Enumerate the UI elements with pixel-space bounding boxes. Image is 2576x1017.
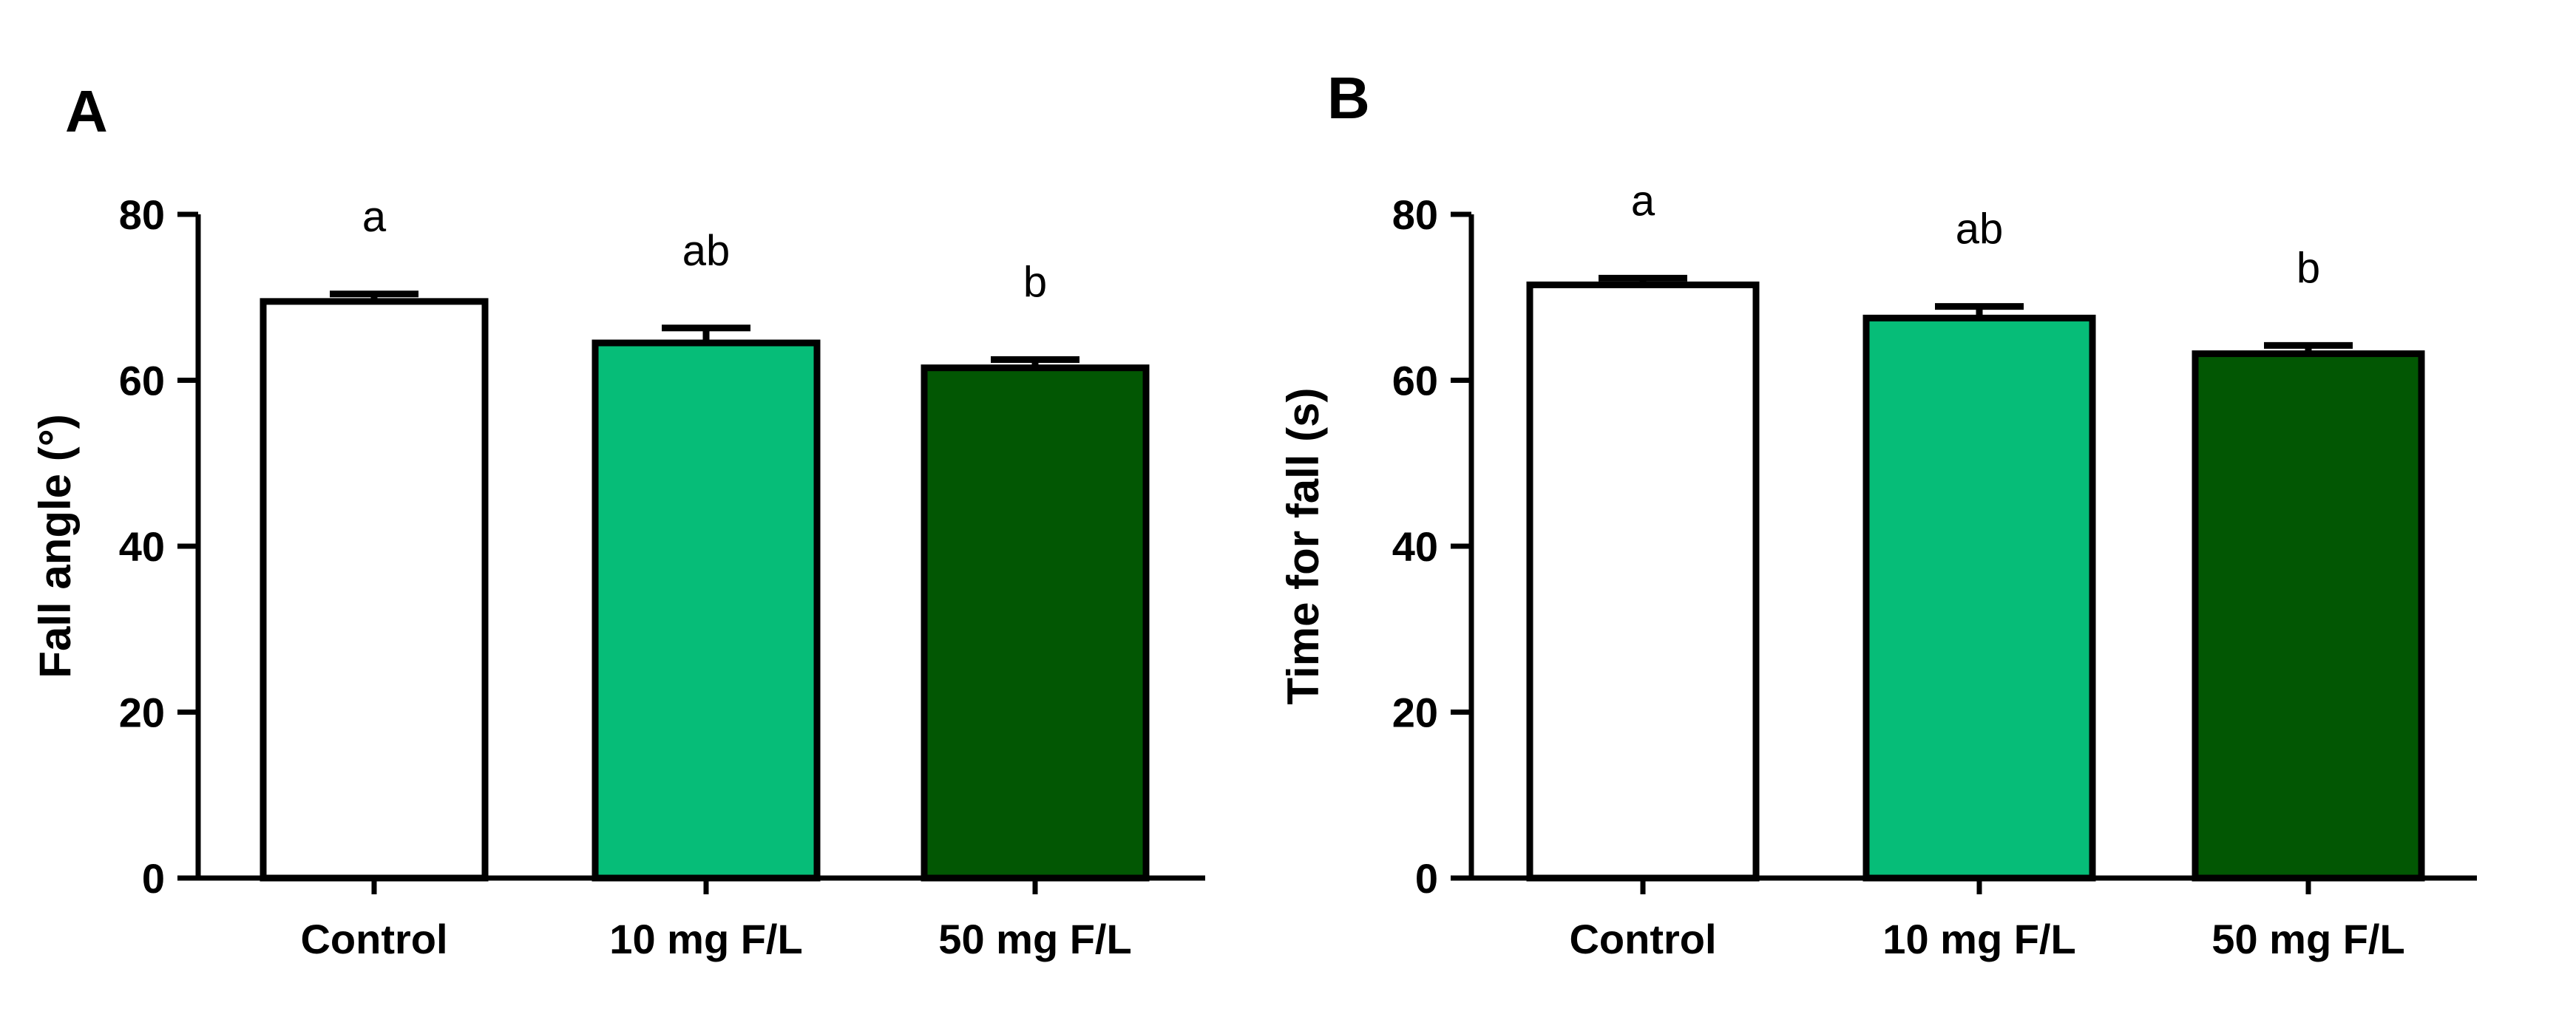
y-tick-label: 60 — [1392, 358, 1438, 404]
y-tick-label: 20 — [119, 690, 165, 736]
x-tick-label: 50 mg F/L — [938, 916, 1131, 962]
panel-letter: B — [1327, 65, 1370, 131]
y-axis-title: Time for fall (s) — [1278, 388, 1328, 705]
x-tick-label: 10 mg F/L — [609, 916, 802, 962]
chart-panel-b: Ba Control ab 10 mg F/L b 50 mg F/L 0 20 40 60 80 T… — [1278, 65, 2477, 962]
y-tick-label: 40 — [1392, 523, 1438, 570]
x-tick-label: 10 mg F/L — [1882, 916, 2075, 962]
bar — [2192, 350, 2425, 882]
significance-label: a — [1631, 177, 1655, 225]
significance-label: b — [2297, 244, 2320, 292]
bar — [1526, 281, 1760, 882]
x-tick-label: Control — [1569, 916, 1716, 962]
y-axis-title: Fall angle (°) — [30, 414, 80, 678]
y-tick-label: 20 — [1392, 690, 1438, 736]
panel-letter: A — [65, 78, 108, 144]
bar — [921, 364, 1150, 882]
y-tick-label: 0 — [1415, 855, 1438, 902]
significance-label: a — [362, 193, 387, 241]
significance-label: ab — [682, 227, 731, 275]
x-tick-label: 50 mg F/L — [2211, 916, 2404, 962]
chart-panel-a: Aa Control ab 10 mg F/L b 50 mg F/L 0 20 40 60 80 F… — [30, 78, 1205, 962]
y-tick-label: 80 — [1392, 191, 1438, 238]
bar — [1862, 314, 2096, 882]
y-tick-label: 80 — [119, 191, 165, 238]
y-tick-label: 40 — [119, 523, 165, 570]
x-tick-label: Control — [300, 916, 447, 962]
bar — [260, 298, 489, 882]
y-tick-label: 0 — [142, 855, 165, 902]
significance-label: b — [1023, 258, 1047, 306]
bar — [592, 339, 821, 882]
significance-label: ab — [1956, 205, 2004, 254]
y-tick-label: 60 — [119, 358, 165, 404]
